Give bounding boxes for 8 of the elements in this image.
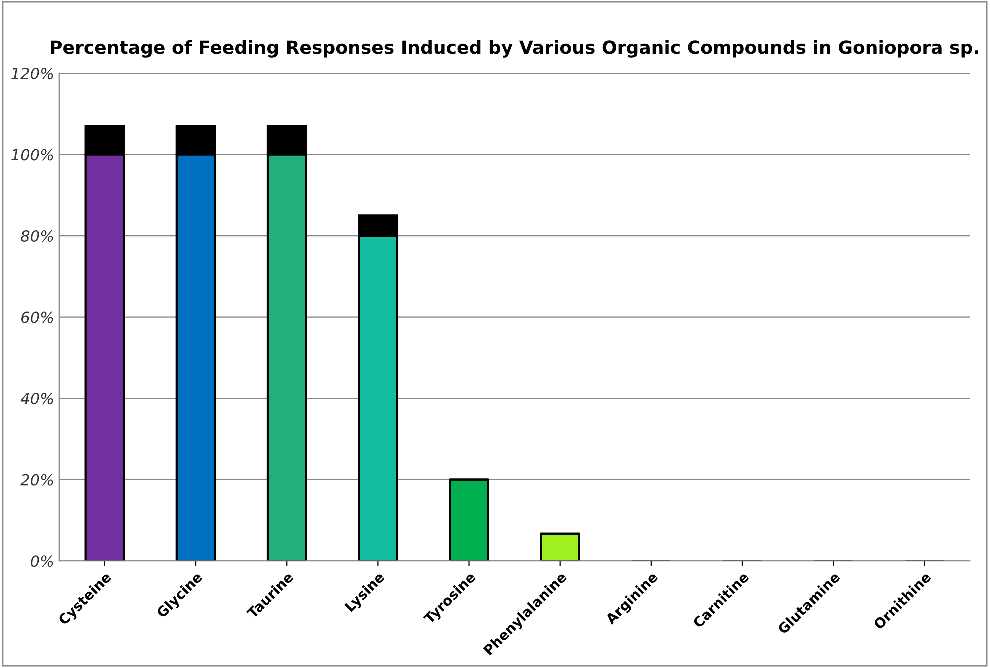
y-tick-label: 80% bbox=[21, 230, 54, 242]
y-tick-label: 0% bbox=[31, 556, 54, 568]
y-tick-label: 120% bbox=[12, 68, 54, 80]
y-tick-label: 60% bbox=[22, 312, 54, 324]
y-tick-label: 40% bbox=[20, 393, 54, 405]
chart-title: Percentage of Feeding Responses Induced by Various Organic Compounds in Goniopora sp. bbox=[51, 40, 978, 58]
y-tick-label: 20% bbox=[20, 474, 54, 486]
y-tick-label: 100% bbox=[12, 149, 54, 161]
